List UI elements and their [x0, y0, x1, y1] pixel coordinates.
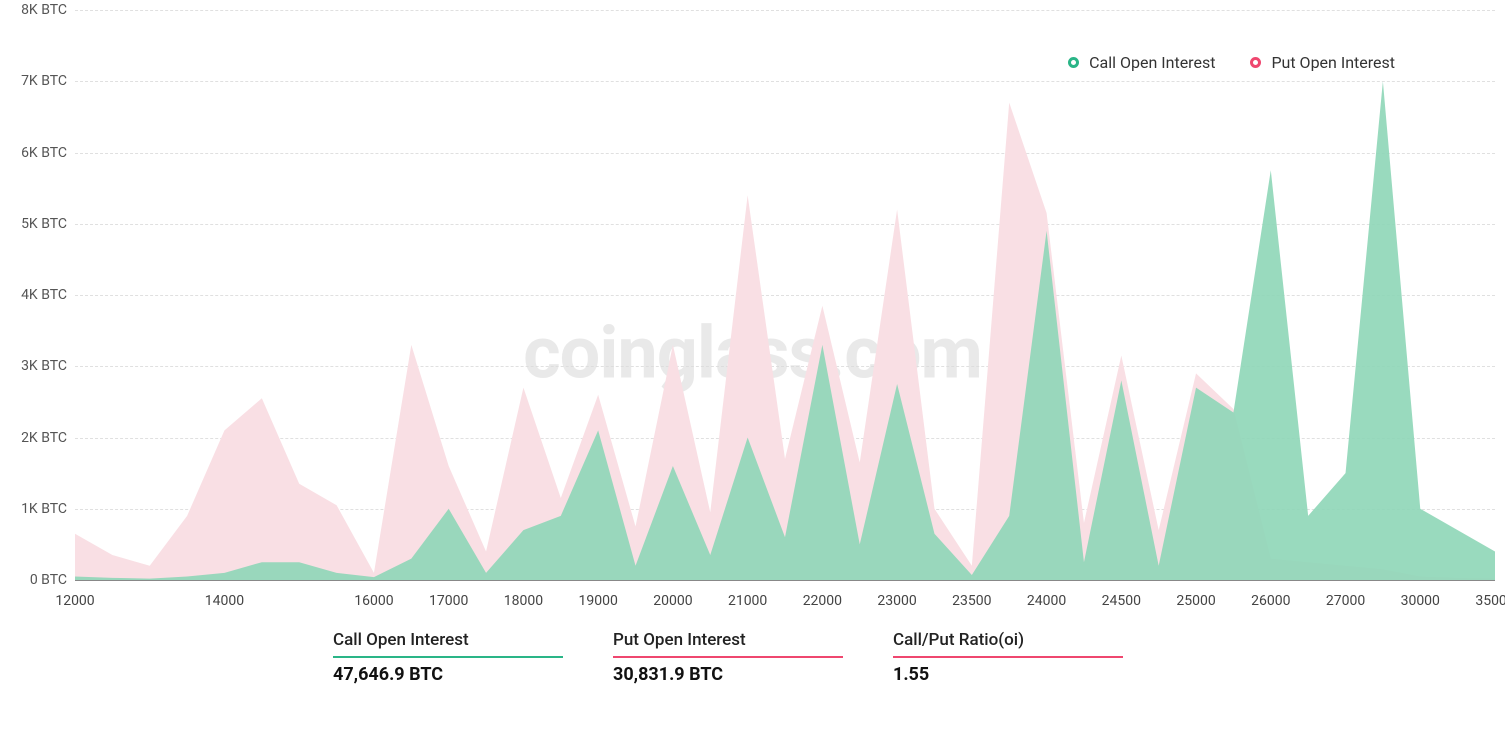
- x-tick-label: 23500: [952, 593, 991, 609]
- x-tick-label: 35000: [1475, 593, 1505, 609]
- gridline: [75, 580, 1495, 581]
- x-tick-label: 16000: [354, 593, 393, 609]
- stat-label: Call/Put Ratio(oi): [893, 630, 1123, 650]
- stat-label: Call Open Interest: [333, 630, 563, 650]
- chart-container: coinglass.com 0 BTC1K BTC2K BTC3K BTC4K …: [0, 0, 1505, 739]
- stat-call-put-ratio: Call/Put Ratio(oi) 1.55: [893, 630, 1123, 685]
- legend-marker-put-icon: [1250, 57, 1261, 68]
- y-tick-label: 2K BTC: [7, 430, 67, 446]
- stat-label: Put Open Interest: [613, 630, 843, 650]
- x-tick-label: 20000: [653, 593, 692, 609]
- x-tick-label: 18000: [504, 593, 543, 609]
- stat-call-oi: Call Open Interest 47,646.9 BTC: [333, 630, 563, 685]
- x-tick-label: 24000: [1027, 593, 1066, 609]
- summary-stats: Call Open Interest 47,646.9 BTC Put Open…: [333, 630, 1123, 685]
- x-tick-label: 27000: [1326, 593, 1365, 609]
- y-tick-label: 4K BTC: [7, 287, 67, 303]
- stat-put-oi: Put Open Interest 30,831.9 BTC: [613, 630, 843, 685]
- y-tick-label: 5K BTC: [7, 216, 67, 232]
- x-tick-label: 30000: [1401, 593, 1440, 609]
- x-tick-label: 14000: [205, 593, 244, 609]
- stat-value: 1.55: [893, 664, 1123, 685]
- x-tick-label: 24500: [1102, 593, 1141, 609]
- x-tick-label: 19000: [578, 593, 617, 609]
- x-tick-label: 25000: [1176, 593, 1215, 609]
- x-tick-label: 17000: [429, 593, 468, 609]
- stat-underline: [893, 656, 1123, 658]
- y-tick-label: 3K BTC: [7, 358, 67, 374]
- stat-value: 30,831.9 BTC: [613, 664, 843, 685]
- plot-area: [75, 10, 1495, 580]
- y-tick-label: 6K BTC: [7, 145, 67, 161]
- x-tick-label: 21000: [728, 593, 767, 609]
- x-tick-label: 12000: [55, 593, 94, 609]
- stat-underline: [613, 656, 843, 658]
- legend-label-call: Call Open Interest: [1089, 53, 1215, 72]
- x-tick-label: 22000: [803, 593, 842, 609]
- stat-underline: [333, 656, 563, 658]
- legend-item-call[interactable]: Call Open Interest: [1068, 53, 1215, 72]
- y-tick-label: 8K BTC: [7, 2, 67, 18]
- legend: Call Open Interest Put Open Interest: [1068, 53, 1395, 72]
- legend-item-put[interactable]: Put Open Interest: [1250, 53, 1395, 72]
- y-tick-label: 7K BTC: [7, 73, 67, 89]
- x-tick-label: 26000: [1251, 593, 1290, 609]
- legend-marker-call-icon: [1068, 57, 1079, 68]
- y-tick-label: 1K BTC: [7, 501, 67, 517]
- x-tick-label: 23000: [877, 593, 916, 609]
- stat-value: 47,646.9 BTC: [333, 664, 563, 685]
- y-tick-label: 0 BTC: [7, 572, 67, 588]
- legend-label-put: Put Open Interest: [1271, 53, 1395, 72]
- area-series: [75, 10, 1495, 580]
